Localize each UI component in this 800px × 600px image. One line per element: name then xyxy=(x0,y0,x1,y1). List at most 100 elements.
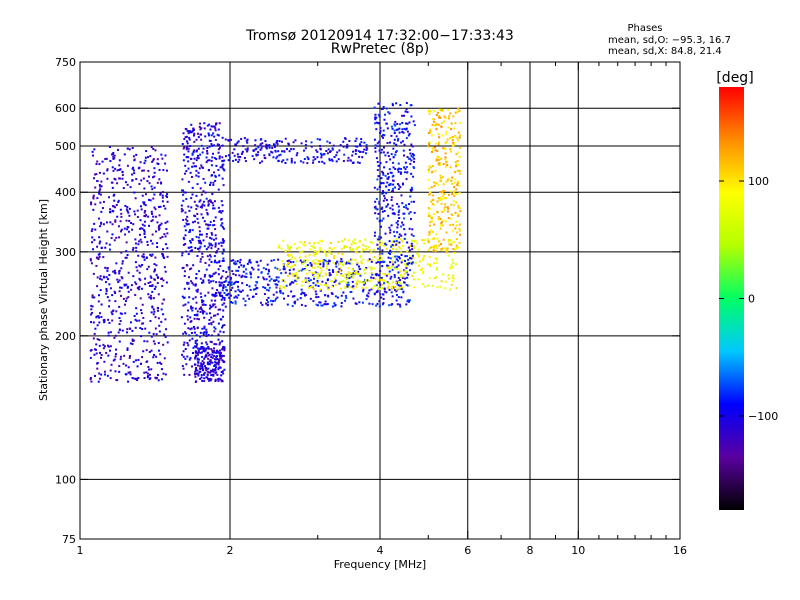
data-point xyxy=(398,167,401,170)
data-point xyxy=(218,343,221,346)
data-point xyxy=(246,149,249,152)
data-point xyxy=(313,253,316,256)
data-point xyxy=(446,250,449,253)
data-point xyxy=(265,288,268,291)
data-point xyxy=(457,214,460,217)
data-point xyxy=(187,160,190,163)
data-point xyxy=(134,197,137,200)
data-point xyxy=(125,283,128,286)
data-point xyxy=(217,268,220,271)
data-point xyxy=(377,175,380,178)
data-point xyxy=(317,262,320,265)
data-point xyxy=(452,141,455,144)
data-point xyxy=(206,227,209,230)
data-point xyxy=(150,185,153,188)
data-point xyxy=(245,272,248,275)
data-point xyxy=(191,130,194,133)
data-point xyxy=(323,303,326,306)
data-point xyxy=(404,233,407,236)
data-point xyxy=(209,181,212,184)
data-point xyxy=(93,353,96,356)
data-point xyxy=(240,276,243,279)
data-point xyxy=(242,270,245,273)
data-point xyxy=(440,210,443,213)
data-point xyxy=(395,290,398,293)
data-point xyxy=(324,300,327,303)
data-point xyxy=(313,246,316,249)
data-point xyxy=(182,266,185,269)
data-point xyxy=(390,244,393,247)
data-point xyxy=(287,246,290,249)
data-point xyxy=(222,226,225,229)
data-point xyxy=(150,146,153,149)
data-point xyxy=(440,125,443,128)
data-point xyxy=(406,250,409,253)
data-point xyxy=(128,207,131,210)
data-point xyxy=(195,366,198,369)
data-point xyxy=(220,224,223,227)
data-point xyxy=(410,233,413,236)
data-point xyxy=(455,153,458,156)
data-point xyxy=(209,183,212,186)
data-point xyxy=(150,335,153,338)
data-point xyxy=(450,190,453,193)
data-point xyxy=(221,340,224,343)
data-point xyxy=(213,255,216,258)
data-point xyxy=(118,316,121,319)
data-point xyxy=(202,303,205,306)
data-point xyxy=(390,196,393,199)
data-point xyxy=(394,285,397,288)
data-point xyxy=(350,243,353,246)
data-point xyxy=(147,366,150,369)
data-point xyxy=(451,213,454,216)
data-point xyxy=(184,172,187,175)
data-point xyxy=(404,277,407,280)
data-point xyxy=(444,280,447,283)
data-point xyxy=(448,114,451,117)
data-point xyxy=(199,277,202,280)
data-point xyxy=(203,204,206,207)
data-point xyxy=(151,253,154,256)
data-point xyxy=(142,177,145,180)
data-point xyxy=(194,215,197,218)
data-point xyxy=(380,284,383,287)
data-point xyxy=(419,268,422,271)
data-point xyxy=(214,295,217,298)
data-point xyxy=(126,286,129,289)
data-point xyxy=(194,368,197,371)
data-point xyxy=(131,338,134,341)
data-point xyxy=(213,343,216,346)
data-point xyxy=(89,321,92,324)
data-point xyxy=(366,279,369,282)
data-point xyxy=(397,188,400,191)
data-point xyxy=(181,254,184,257)
data-point xyxy=(311,285,314,288)
data-point xyxy=(213,144,216,147)
data-point xyxy=(145,150,148,153)
data-point xyxy=(104,157,107,160)
data-point xyxy=(127,211,130,214)
data-point xyxy=(113,177,116,180)
data-point xyxy=(140,312,143,315)
data-point xyxy=(145,371,148,374)
data-point xyxy=(352,274,355,277)
data-point xyxy=(126,147,129,150)
data-point xyxy=(113,239,116,242)
data-point xyxy=(163,233,166,236)
data-point xyxy=(380,225,383,228)
data-point xyxy=(270,259,273,262)
data-point xyxy=(220,298,223,301)
data-point xyxy=(141,255,144,258)
data-point xyxy=(132,246,135,249)
data-point xyxy=(379,293,382,296)
data-point xyxy=(194,342,197,345)
data-point xyxy=(113,269,116,272)
data-point xyxy=(145,214,148,217)
data-point xyxy=(211,334,214,337)
data-point xyxy=(251,266,254,269)
data-point xyxy=(206,361,209,364)
data-point xyxy=(163,357,166,360)
data-point xyxy=(205,331,208,334)
data-point xyxy=(313,249,316,252)
data-point xyxy=(428,255,431,258)
